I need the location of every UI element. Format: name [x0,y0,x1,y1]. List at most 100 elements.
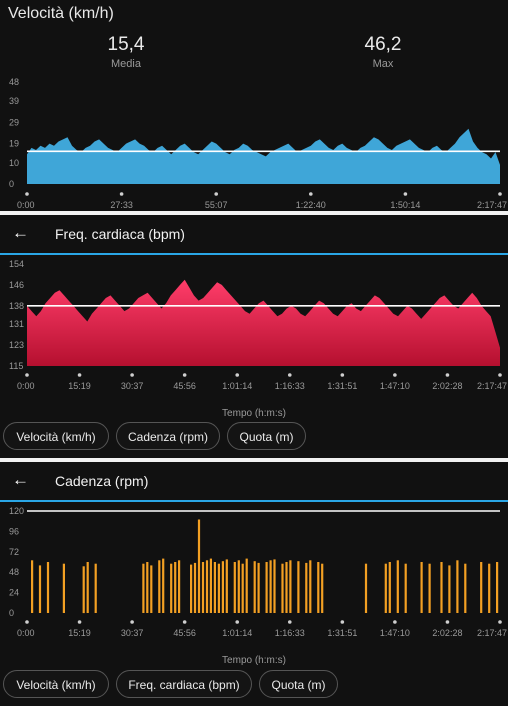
cadence-bar [488,564,490,613]
cadence-bar [198,520,200,614]
heart-header: ← Freq. cardiaca (bpm) [0,215,508,255]
cadence-bar [289,560,291,613]
cadence-bar [385,564,387,613]
cadence-bar [246,559,248,613]
y-tick-label: 39 [9,96,19,106]
x-tick-label: 1:31:51 [327,628,357,638]
x-tick-dot [130,620,134,624]
x-tick-dot [183,373,187,377]
cadence-bar [258,563,260,613]
x-tick-label: 1:01:14 [222,628,252,638]
avg-speed-value: 15,4 [66,34,186,56]
y-tick-label: 72 [9,547,19,557]
y-tick-label: 96 [9,526,19,536]
cadence-bar [405,564,407,613]
x-tick-dot [404,192,408,196]
x-tick-label: 2:17:47 [477,381,507,391]
speed-chart[interactable]: 0 10 19 29 39 48 0:00 27:33 55:07 1:22:40 1:50:14 2… [0,74,508,211]
chip-cadence[interactable]: Cadenza (rpm) [116,422,220,450]
speed-panel: Velocità (km/h) 15,4 Media 46,2 Max 0 10 1… [0,0,508,211]
x-tick-dot [498,192,502,196]
x-tick-label: 1:16:33 [275,381,305,391]
y-tick-label: 138 [9,301,24,311]
cadence-bar [234,562,236,613]
y-tick-label: 146 [9,280,24,290]
x-tick-label: 27:33 [110,200,133,210]
x-tick-dot [214,192,218,196]
max-speed-stat: 46,2 Max [323,34,443,70]
cadence-bar [421,562,423,613]
heart-panel: ← Freq. cardiaca (bpm) 115 123 131 138 146 15… [0,215,508,458]
x-tick-dot [235,620,239,624]
x-tick-dot [78,373,82,377]
avg-speed-stat: 15,4 Media [66,34,186,70]
x-tick-dot [183,620,187,624]
x-tick-label: 1:47:10 [380,628,410,638]
cadence-bar [174,562,176,613]
chip-velocity[interactable]: Velocità (km/h) [3,670,109,698]
series-area [27,280,500,366]
cadence-bar [31,560,33,613]
x-tick-dot [288,373,292,377]
x-tick-label: 30:37 [121,628,144,638]
chip-heart-rate[interactable]: Freq. cardiaca (bpm) [116,670,252,698]
cadence-bar [63,564,65,613]
x-tick-label: 2:02:28 [432,381,462,391]
back-arrow-icon[interactable]: ← [12,470,29,490]
cadence-bar [480,562,482,613]
y-tick-label: 123 [9,340,24,350]
cadence-bar [194,563,196,613]
series-area [27,129,500,184]
cadence-bar [448,565,450,613]
cadence-bar [309,560,311,613]
cadence-bar [496,562,498,613]
cadence-bar [150,565,152,613]
x-tick-dot [446,620,450,624]
cadence-bar [95,564,97,613]
x-tick-dot [341,373,345,377]
cadence-bar [266,562,268,613]
x-tick-label: 0:00 [17,381,35,391]
x-tick-label: 1:50:14 [390,200,420,210]
x-tick-label: 1:16:33 [275,628,305,638]
cadence-bar [254,561,256,613]
cadence-bar [440,562,442,613]
heart-chart[interactable]: 115 123 131 138 146 154 0:00 15:19 30:37 45:56 1:0… [0,255,508,405]
cadence-bar [273,559,275,613]
y-tick-label: 0 [9,608,14,618]
x-tick-dot [498,373,502,377]
cadence-bar [146,562,148,613]
cadence-bar [317,562,319,613]
cadence-panel: ← Cadenza (rpm) 0 24 48 72 96 120 0:00 15:19 30:… [0,462,508,706]
y-tick-label: 48 [9,567,19,577]
heart-title: Freq. cardiaca (bpm) [55,226,185,242]
cadence-x-axis-title: Tempo (h:m:s) [0,655,508,666]
cadence-bar [158,560,160,613]
x-tick-dot [393,373,397,377]
cadence-bar [206,560,208,613]
x-tick-dot [78,620,82,624]
cadence-bar [397,560,399,613]
x-tick-dot [393,620,397,624]
chip-altitude[interactable]: Quota (m) [259,670,338,698]
back-arrow-icon[interactable]: ← [12,223,29,243]
cadence-bar [226,559,228,613]
cadence-bar [238,560,240,613]
max-speed-label: Max [323,58,443,70]
chip-altitude[interactable]: Quota (m) [227,422,306,450]
heart-x-axis-title: Tempo (h:m:s) [0,408,508,419]
x-tick-label: 2:02:28 [432,628,462,638]
cadence-bar [285,562,287,613]
cadence-bar [242,564,244,613]
cadence-chart[interactable]: 0 24 48 72 96 120 0:00 15:19 30:37 45:56 1:01:14 1:… [0,502,508,652]
y-tick-label: 0 [9,179,14,189]
cadence-bar [83,566,85,613]
cadence-bar [281,564,283,613]
cadence-bar [170,564,172,613]
cadence-bar [87,562,89,613]
x-tick-dot [446,373,450,377]
x-tick-label: 0:00 [17,200,35,210]
x-tick-label: 0:00 [17,628,35,638]
y-tick-label: 131 [9,319,24,329]
chip-velocity[interactable]: Velocità (km/h) [3,422,109,450]
